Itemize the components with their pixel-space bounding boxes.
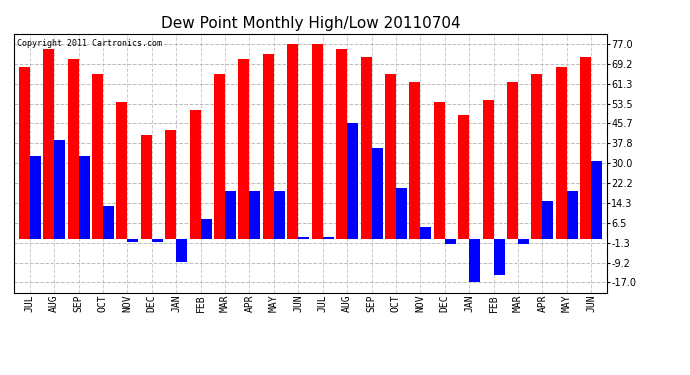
- Bar: [201, 219, 212, 239]
- Bar: [103, 206, 114, 239]
- Bar: [371, 148, 382, 239]
- Bar: [396, 189, 407, 239]
- Bar: [287, 44, 298, 239]
- Bar: [556, 67, 567, 239]
- Bar: [347, 123, 358, 239]
- Bar: [30, 156, 41, 239]
- Bar: [43, 49, 54, 239]
- Bar: [469, 239, 480, 282]
- Bar: [239, 59, 250, 239]
- Bar: [274, 191, 285, 239]
- Bar: [152, 239, 163, 242]
- Bar: [225, 191, 236, 239]
- Bar: [128, 239, 138, 242]
- Bar: [165, 130, 176, 239]
- Bar: [176, 239, 187, 262]
- Bar: [79, 156, 90, 239]
- Bar: [580, 57, 591, 239]
- Text: Copyright 2011 Cartronics.com: Copyright 2011 Cartronics.com: [17, 39, 161, 48]
- Bar: [298, 237, 309, 239]
- Bar: [518, 239, 529, 244]
- Bar: [445, 239, 456, 244]
- Bar: [458, 115, 469, 239]
- Bar: [312, 44, 323, 239]
- Bar: [361, 57, 371, 239]
- Bar: [68, 59, 79, 239]
- Bar: [214, 74, 225, 239]
- Bar: [263, 54, 274, 239]
- Bar: [420, 226, 431, 239]
- Bar: [542, 201, 553, 239]
- Bar: [591, 160, 602, 239]
- Bar: [323, 237, 334, 239]
- Bar: [336, 49, 347, 239]
- Bar: [190, 110, 201, 239]
- Bar: [117, 102, 128, 239]
- Bar: [92, 74, 103, 239]
- Bar: [507, 82, 518, 239]
- Bar: [434, 102, 445, 239]
- Bar: [493, 239, 504, 275]
- Bar: [483, 100, 493, 239]
- Bar: [54, 140, 65, 239]
- Bar: [141, 135, 152, 239]
- Bar: [19, 67, 30, 239]
- Bar: [250, 191, 260, 239]
- Bar: [409, 82, 420, 239]
- Title: Dew Point Monthly High/Low 20110704: Dew Point Monthly High/Low 20110704: [161, 16, 460, 31]
- Bar: [567, 191, 578, 239]
- Bar: [385, 74, 396, 239]
- Bar: [531, 74, 542, 239]
